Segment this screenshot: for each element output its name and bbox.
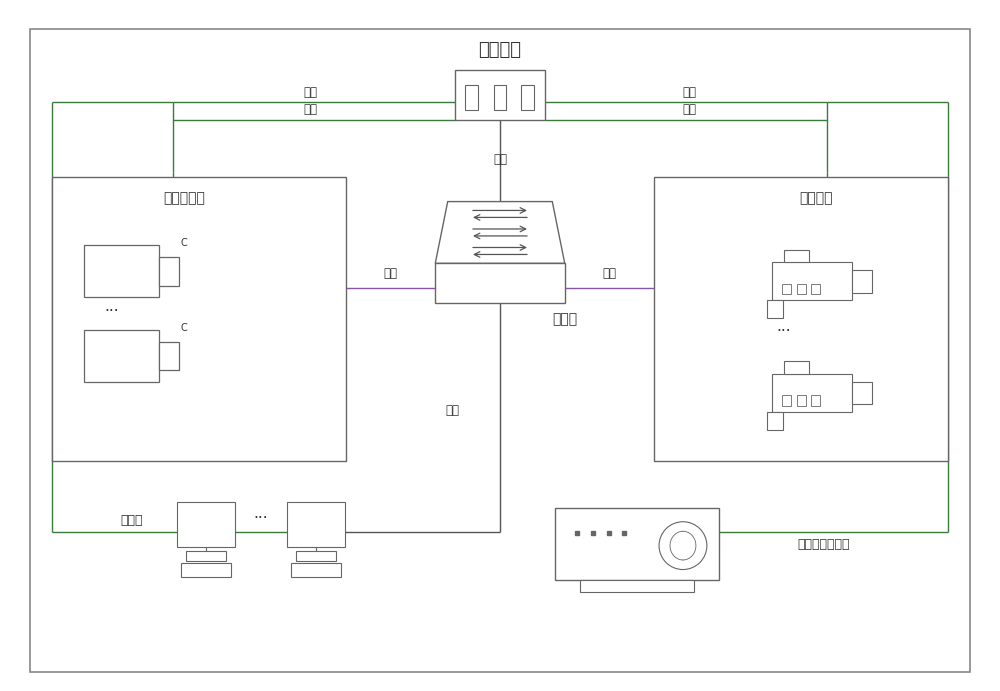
Bar <box>521 85 534 110</box>
Bar <box>811 395 820 406</box>
Text: ···: ··· <box>777 323 791 339</box>
Text: 网络摄像机: 网络摄像机 <box>163 191 205 206</box>
Bar <box>84 245 159 297</box>
Text: 电源: 电源 <box>682 86 696 99</box>
Bar <box>84 330 159 382</box>
Text: ···: ··· <box>254 511 268 526</box>
Text: 电源: 电源 <box>682 104 696 117</box>
Text: 电源: 电源 <box>304 104 318 117</box>
Bar <box>772 374 852 412</box>
Bar <box>455 70 545 120</box>
Bar <box>159 342 179 370</box>
Circle shape <box>659 522 707 569</box>
Bar <box>177 502 235 547</box>
Bar <box>797 284 806 294</box>
Text: C: C <box>180 323 187 333</box>
Bar <box>784 361 809 374</box>
Bar <box>287 502 345 547</box>
Bar <box>494 85 506 110</box>
Bar <box>767 412 783 430</box>
Bar <box>159 257 179 285</box>
Bar <box>852 381 872 404</box>
Bar <box>772 263 852 300</box>
Bar <box>52 177 346 460</box>
Bar <box>580 580 694 592</box>
Bar <box>782 284 791 294</box>
Text: 交换机: 交换机 <box>552 312 577 326</box>
Bar <box>767 300 783 318</box>
Text: 网络枪机: 网络枪机 <box>799 191 833 206</box>
Text: C: C <box>180 238 187 248</box>
Bar <box>797 395 806 406</box>
Bar <box>291 563 341 577</box>
Text: 客户端: 客户端 <box>120 514 143 527</box>
Bar <box>555 509 719 580</box>
Text: 网络: 网络 <box>445 404 459 417</box>
Text: 网络: 网络 <box>603 267 617 280</box>
Polygon shape <box>435 202 565 263</box>
Text: 电源: 电源 <box>493 153 507 167</box>
Bar <box>296 551 336 561</box>
Bar <box>782 395 791 406</box>
Text: 网络: 网络 <box>383 267 397 280</box>
Bar <box>181 563 231 577</box>
Bar <box>784 250 809 263</box>
Bar <box>811 284 820 294</box>
Text: 电源: 电源 <box>304 86 318 99</box>
Text: ···: ··· <box>104 303 119 319</box>
Bar <box>654 177 948 460</box>
Text: 网络硬盘录像机: 网络硬盘录像机 <box>797 538 850 551</box>
Text: 交流电源: 交流电源 <box>479 41 522 59</box>
Bar <box>852 270 872 292</box>
Bar <box>186 551 226 561</box>
Bar <box>465 85 478 110</box>
Bar <box>435 263 565 303</box>
